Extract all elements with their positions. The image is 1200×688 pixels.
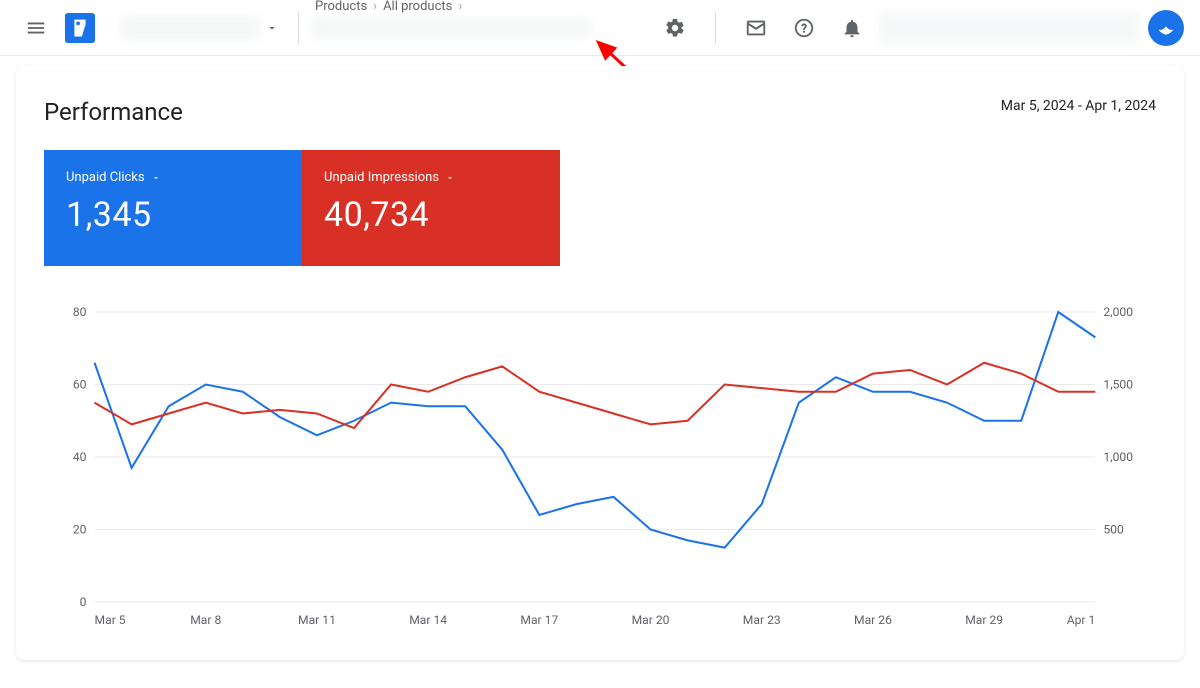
svg-text:Mar 26: Mar 26 — [854, 613, 892, 627]
bell-icon — [841, 17, 863, 39]
metric-impressions-label: Unpaid Impressions — [324, 170, 439, 185]
breadcrumb: Products › All products › — [315, 0, 591, 14]
swoosh-icon — [1156, 18, 1176, 38]
chevron-down-icon — [266, 22, 278, 34]
performance-card: Performance Mar 5, 2024 - Apr 1, 2024 Un… — [16, 66, 1184, 660]
hamburger-icon — [25, 17, 47, 39]
date-range[interactable]: Mar 5, 2024 - Apr 1, 2024 — [1001, 98, 1156, 114]
gear-icon — [664, 17, 686, 39]
chevron-right-icon: › — [373, 0, 377, 14]
breadcrumb-all-products[interactable]: All products — [383, 0, 452, 14]
content-area: Performance Mar 5, 2024 - Apr 1, 2024 Un… — [0, 66, 1200, 676]
svg-text:Mar 5: Mar 5 — [95, 613, 126, 627]
card-title: Performance — [44, 98, 183, 126]
topbar-right — [655, 8, 1184, 48]
mail-button[interactable] — [736, 8, 776, 48]
metric-cards-row: Unpaid Clicks 1,345 Unpaid Impressions 4… — [44, 150, 1156, 266]
metric-label: Unpaid Impressions — [324, 170, 538, 185]
svg-text:Mar 14: Mar 14 — [409, 613, 447, 627]
account-name-redacted — [120, 16, 260, 40]
svg-text:80: 80 — [73, 305, 87, 319]
mail-icon — [745, 17, 767, 39]
svg-text:Mar 29: Mar 29 — [965, 613, 1003, 627]
metric-clicks-label: Unpaid Clicks — [66, 170, 145, 185]
topbar: Products › All products › — [0, 0, 1200, 56]
svg-text:40: 40 — [73, 450, 87, 464]
profile-badge[interactable] — [1148, 10, 1184, 46]
svg-text:500: 500 — [1103, 523, 1124, 537]
svg-text:60: 60 — [73, 378, 87, 392]
svg-text:0: 0 — [80, 595, 87, 609]
chart-svg: 0 20 40 60 80 500 1,000 1,500 2,000 Mar 5 Mar 8 Mar… — [44, 302, 1156, 632]
svg-text:Mar 20: Mar 20 — [632, 613, 670, 627]
settings-button[interactable] — [655, 8, 695, 48]
performance-chart[interactable]: 0 20 40 60 80 500 1,000 1,500 2,000 Mar 5 Mar 8 Mar… — [44, 302, 1156, 632]
breadcrumb-current-redacted — [311, 18, 591, 38]
breadcrumb-column: Products › All products › — [311, 17, 591, 38]
metric-clicks-value: 1,345 — [66, 195, 280, 235]
chevron-right-icon: › — [458, 0, 462, 14]
chevron-down-icon — [151, 173, 161, 183]
notifications-button[interactable] — [832, 8, 872, 48]
help-button[interactable] — [784, 8, 824, 48]
breadcrumb-products[interactable]: Products — [315, 0, 367, 14]
hamburger-menu-button[interactable] — [16, 8, 56, 48]
svg-text:Mar 8: Mar 8 — [190, 613, 221, 627]
account-selector[interactable] — [112, 12, 286, 44]
svg-text:Mar 23: Mar 23 — [743, 613, 781, 627]
svg-text:Apr 1: Apr 1 — [1067, 613, 1096, 627]
tag-icon — [65, 13, 95, 43]
merchant-center-logo[interactable] — [64, 12, 96, 44]
vertical-divider — [715, 12, 716, 44]
metric-label: Unpaid Clicks — [66, 170, 280, 185]
help-icon — [793, 17, 815, 39]
svg-text:2,000: 2,000 — [1103, 305, 1133, 319]
card-header: Performance Mar 5, 2024 - Apr 1, 2024 — [44, 98, 1156, 126]
vertical-divider — [298, 12, 299, 44]
svg-text:Mar 11: Mar 11 — [298, 613, 336, 627]
svg-text:Mar 17: Mar 17 — [520, 613, 558, 627]
svg-text:20: 20 — [73, 523, 87, 537]
metric-card-clicks[interactable]: Unpaid Clicks 1,345 — [44, 150, 302, 266]
account-info-redacted — [880, 12, 1140, 44]
chevron-down-icon — [445, 173, 455, 183]
svg-text:1,500: 1,500 — [1103, 378, 1133, 392]
svg-text:1,000: 1,000 — [1103, 450, 1133, 464]
metric-impressions-value: 40,734 — [324, 195, 538, 235]
metric-card-impressions[interactable]: Unpaid Impressions 40,734 — [302, 150, 560, 266]
